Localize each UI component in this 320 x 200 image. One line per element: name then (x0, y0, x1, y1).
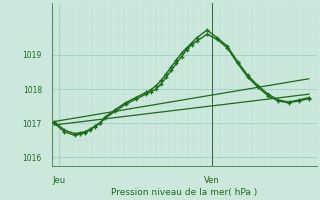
X-axis label: Pression niveau de la mer( hPa ): Pression niveau de la mer( hPa ) (111, 188, 257, 197)
